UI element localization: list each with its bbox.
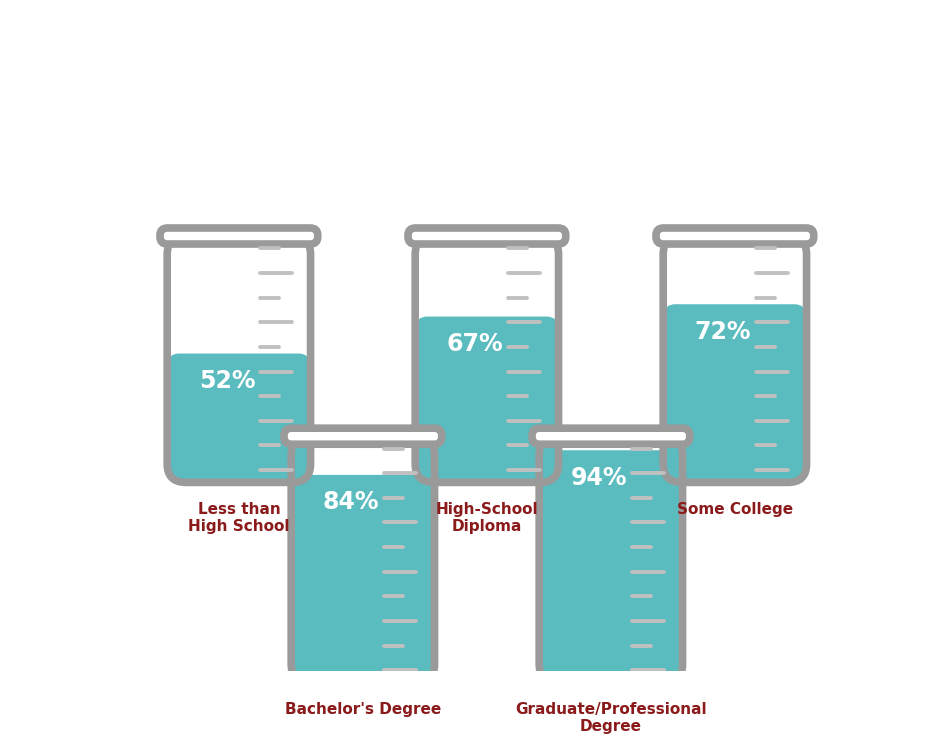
Text: Bachelor's Degree: Bachelor's Degree [285,702,441,717]
Text: High-School
Diploma: High-School Diploma [435,501,539,534]
FancyBboxPatch shape [292,475,434,682]
Text: 72%: 72% [694,320,751,344]
Text: 84%: 84% [323,490,379,514]
Text: 52%: 52% [199,369,256,393]
FancyBboxPatch shape [408,228,566,244]
Text: Graduate/Professional
Degree: Graduate/Professional Degree [515,702,707,734]
FancyBboxPatch shape [540,450,682,682]
FancyBboxPatch shape [532,428,690,444]
FancyBboxPatch shape [416,317,558,482]
FancyBboxPatch shape [664,305,806,482]
Text: 67%: 67% [446,332,504,356]
FancyBboxPatch shape [160,228,317,244]
Text: Less than
High School: Less than High School [188,501,290,534]
Text: Some College: Some College [676,501,793,516]
FancyBboxPatch shape [284,428,442,444]
FancyBboxPatch shape [168,354,310,482]
Text: 94%: 94% [571,466,627,490]
FancyBboxPatch shape [656,228,814,244]
